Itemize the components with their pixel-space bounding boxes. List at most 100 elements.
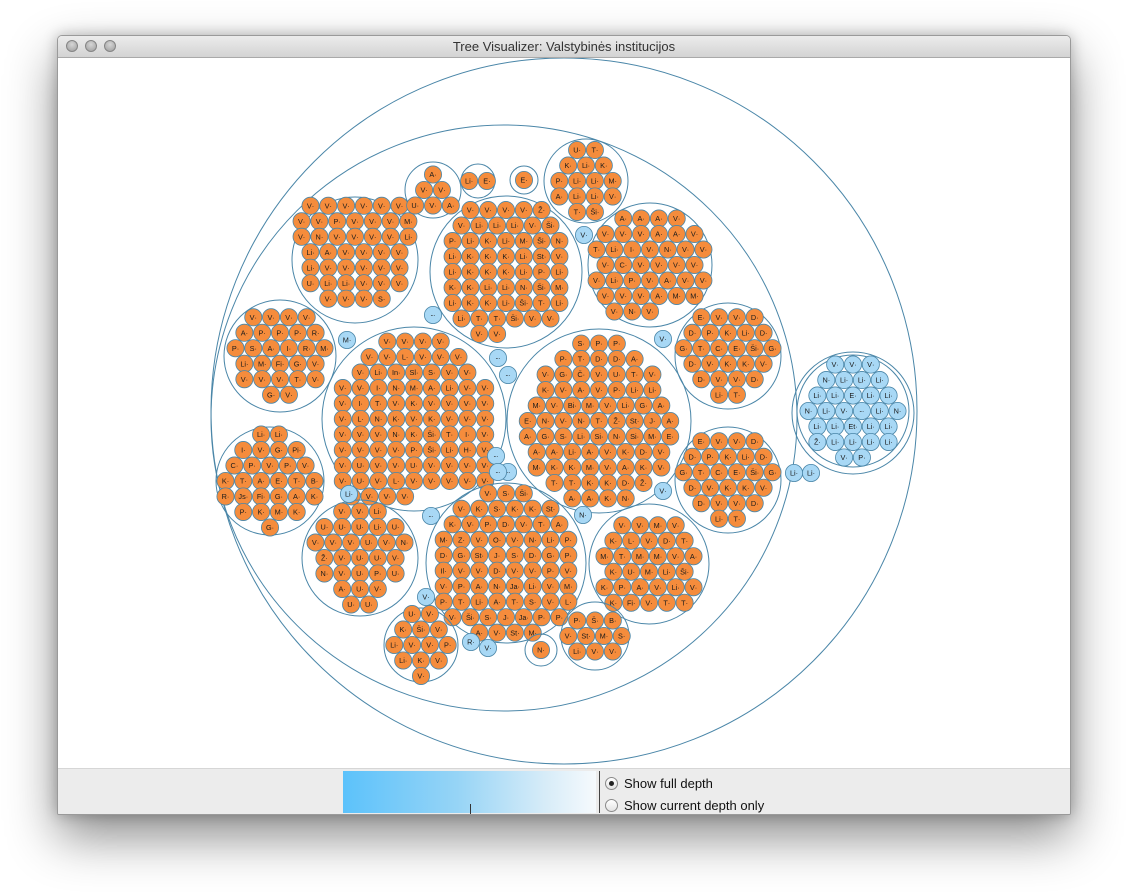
- tree-leaf-node[interactable]: V·: [404, 409, 423, 428]
- tree-leaf-node[interactable]: Li·: [339, 484, 358, 503]
- tree-leaf-node[interactable]: M·: [514, 232, 533, 251]
- tree-leaf-node[interactable]: V·: [575, 225, 594, 244]
- tree-leaf-node[interactable]: T·: [505, 592, 524, 611]
- tree-leaf-node[interactable]: V·: [666, 516, 685, 535]
- tree-leaf-node[interactable]: L·: [559, 592, 578, 611]
- tree-leaf-node[interactable]: V·: [667, 209, 686, 228]
- tree-leaf-node[interactable]: V·: [694, 240, 713, 259]
- tree-leaf-node[interactable]: U·: [359, 595, 378, 614]
- tree-leaf-node[interactable]: Li·: [523, 577, 542, 596]
- tree-leaf-node[interactable]: Fi·: [622, 593, 641, 612]
- tree-leaf-node[interactable]: V·: [440, 456, 459, 475]
- tree-leaf-node[interactable]: V·: [603, 642, 622, 661]
- tree-leaf-node[interactable]: V·: [396, 487, 415, 506]
- tree-leaf-node[interactable]: D·: [692, 370, 711, 389]
- tree-leaf-node[interactable]: P·: [559, 530, 578, 549]
- tree-leaf-node[interactable]: P·: [550, 172, 569, 191]
- tree-leaf-node[interactable]: V·: [413, 348, 432, 367]
- tree-leaf-node[interactable]: V·: [333, 502, 352, 521]
- tree-leaf-node[interactable]: T·: [452, 592, 471, 611]
- tree-leaf-node[interactable]: M·: [648, 516, 667, 535]
- tree-leaf-node[interactable]: Č·: [572, 365, 591, 384]
- tree-leaf-node[interactable]: D·: [692, 494, 711, 513]
- tree-leaf-node[interactable]: D·: [488, 561, 507, 580]
- tree-leaf-node[interactable]: K·: [719, 478, 738, 497]
- tree-leaf-node[interactable]: U·: [350, 518, 369, 537]
- tree-leaf-node[interactable]: A·: [572, 381, 591, 400]
- tree-leaf-node[interactable]: S·: [422, 363, 441, 382]
- tree-leaf-node[interactable]: V·: [701, 478, 720, 497]
- tree-leaf-node[interactable]: A·: [581, 442, 600, 461]
- tree-leaf-node[interactable]: A·: [422, 379, 441, 398]
- tree-leaf-node[interactable]: Li·: [235, 354, 254, 373]
- tree-leaf-node[interactable]: I·: [351, 394, 370, 413]
- tree-leaf-node[interactable]: M·: [667, 286, 686, 305]
- tree-leaf-node[interactable]: V·: [835, 401, 854, 420]
- tree-leaf-node[interactable]: Li·: [369, 363, 388, 382]
- tree-leaf-node[interactable]: A·: [252, 471, 271, 490]
- tree-leaf-node[interactable]: D·: [434, 546, 453, 565]
- tree-leaf-node[interactable]: G·: [674, 339, 693, 358]
- tree-leaf-node[interactable]: K·: [595, 578, 614, 597]
- minimize-window-button[interactable]: [85, 40, 97, 52]
- tree-leaf-node[interactable]: G·: [763, 463, 782, 482]
- tree-leaf-node[interactable]: Li·: [870, 371, 889, 390]
- tree-leaf-node[interactable]: A·: [658, 271, 677, 290]
- tree-leaf-node[interactable]: N·: [395, 533, 414, 552]
- tree-leaf-node[interactable]: V·: [434, 577, 453, 596]
- tree-leaf-node[interactable]: K·: [736, 478, 755, 497]
- tree-leaf-node[interactable]: Li·: [514, 262, 533, 281]
- tree-leaf-node[interactable]: V·: [270, 370, 289, 389]
- tree-leaf-node[interactable]: L·: [396, 348, 415, 367]
- tree-leaf-node[interactable]: S·: [505, 546, 524, 565]
- tree-leaf-node[interactable]: A·: [235, 323, 254, 342]
- tree-leaf-node[interactable]: V·: [590, 365, 609, 384]
- tree-leaf-node[interactable]: K·: [422, 409, 441, 428]
- tree-leaf-node[interactable]: D·: [657, 531, 676, 550]
- tree-leaf-node[interactable]: Sl·: [404, 363, 423, 382]
- tree-leaf-node[interactable]: V·: [505, 530, 524, 549]
- tree-leaf-node[interactable]: T·: [692, 463, 711, 482]
- tree-leaf-node[interactable]: G·: [536, 427, 555, 446]
- tree-leaf-node[interactable]: I·: [458, 425, 477, 444]
- tree-leaf-node[interactable]: K·: [443, 515, 462, 534]
- tree-leaf-node[interactable]: Li·: [252, 425, 271, 444]
- tree-leaf-node[interactable]: V·: [559, 627, 578, 646]
- tree-leaf-node[interactable]: E·: [844, 386, 863, 405]
- close-window-button[interactable]: [66, 40, 78, 52]
- tree-leaf-node[interactable]: V·: [479, 484, 498, 503]
- tree-leaf-node[interactable]: V·: [319, 196, 338, 215]
- tree-leaf-node[interactable]: V·: [413, 332, 432, 351]
- tree-leaf-node[interactable]: V·: [458, 471, 477, 490]
- tree-leaf-node[interactable]: U·: [351, 456, 370, 475]
- tree-leaf-node[interactable]: V·: [354, 289, 373, 308]
- tree-leaf-node[interactable]: K·: [536, 381, 555, 400]
- tree-leaf-node[interactable]: T·: [590, 411, 609, 430]
- tree-leaf-node[interactable]: P·: [253, 323, 272, 342]
- tree-leaf-node[interactable]: V·: [235, 370, 254, 389]
- tree-leaf-node[interactable]: U·: [350, 564, 369, 583]
- tree-leaf-node[interactable]: N·: [536, 411, 555, 430]
- tree-leaf-node[interactable]: Ši·: [461, 608, 480, 627]
- tree-leaf-node[interactable]: V·: [559, 561, 578, 580]
- tree-leaf-node[interactable]: S·: [496, 484, 515, 503]
- tree-leaf-node[interactable]: S·: [554, 427, 573, 446]
- tree-leaf-node[interactable]: Li·: [666, 578, 685, 597]
- tree-leaf-node[interactable]: A·: [625, 350, 644, 369]
- tree-leaf-node[interactable]: Pi·: [287, 441, 306, 460]
- tree-leaf-node[interactable]: K·: [252, 502, 271, 521]
- tree-leaf-node[interactable]: A·: [545, 442, 564, 461]
- tree-leaf-node[interactable]: V·: [640, 531, 659, 550]
- tree-leaf-node[interactable]: U·: [315, 518, 334, 537]
- tree-leaf-node[interactable]: T·: [727, 385, 746, 404]
- tree-leaf-node[interactable]: D·: [496, 515, 515, 534]
- tree-leaf-node[interactable]: St·: [625, 411, 644, 430]
- tree-leaf-node[interactable]: T·: [657, 593, 676, 612]
- tree-leaf-node[interactable]: V·: [368, 579, 387, 598]
- tree-leaf-node[interactable]: L·: [622, 531, 641, 550]
- tree-leaf-node[interactable]: A·: [616, 458, 635, 477]
- tree-leaf-node[interactable]: V·: [390, 243, 409, 262]
- tree-leaf-node[interactable]: A·: [319, 243, 338, 262]
- tree-leaf-node[interactable]: N·: [315, 564, 334, 583]
- tree-leaf-node[interactable]: M·: [595, 547, 614, 566]
